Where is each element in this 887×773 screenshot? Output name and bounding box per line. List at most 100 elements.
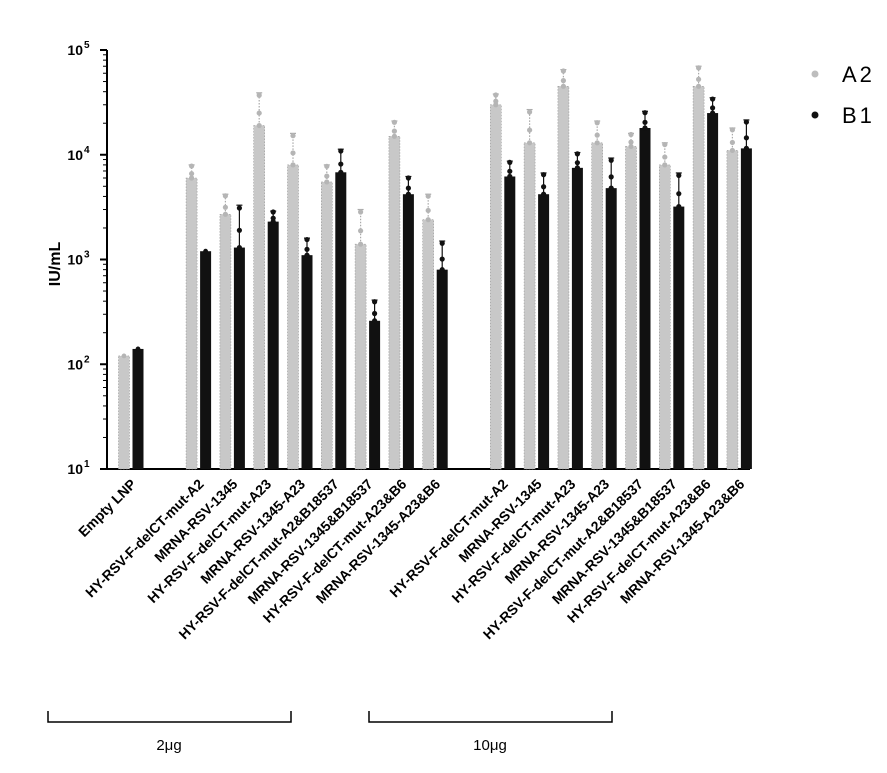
data-point xyxy=(730,148,735,153)
data-point xyxy=(541,184,546,189)
data-point xyxy=(358,228,363,233)
data-point xyxy=(304,247,309,252)
bar-group xyxy=(369,299,380,469)
bar-group xyxy=(538,172,549,469)
bar-a2 xyxy=(254,126,265,469)
bar-a2 xyxy=(659,165,670,469)
data-point xyxy=(223,205,228,210)
data-point xyxy=(527,140,532,145)
bar-group xyxy=(119,354,130,469)
group-bracket-10ug xyxy=(369,711,612,722)
data-point xyxy=(392,129,397,134)
bar-b1 xyxy=(335,172,346,469)
data-point xyxy=(662,162,667,167)
y-tick-label: 10 xyxy=(67,356,83,372)
data-point xyxy=(304,253,309,258)
legend-label-a2: A2 xyxy=(842,62,875,87)
bar-a2 xyxy=(693,86,704,469)
data-point xyxy=(426,208,431,213)
data-point xyxy=(290,162,295,167)
data-point xyxy=(730,140,735,145)
bar-group xyxy=(640,110,651,469)
bar-group xyxy=(437,241,448,469)
data-point xyxy=(237,245,242,250)
data-point xyxy=(696,77,701,82)
bar-b1 xyxy=(606,188,617,469)
data-point xyxy=(541,192,546,197)
data-point xyxy=(507,160,512,165)
data-point xyxy=(257,123,262,128)
dose-group-brackets: 2μg 10μg xyxy=(48,711,612,754)
data-point xyxy=(372,299,377,304)
data-point xyxy=(730,127,735,132)
group-bracket-2ug xyxy=(48,711,291,722)
data-point xyxy=(609,186,614,191)
bar-b1 xyxy=(707,113,718,469)
bar-a2 xyxy=(490,105,501,469)
data-point xyxy=(223,193,228,198)
data-point xyxy=(676,173,681,178)
bar-group xyxy=(335,148,346,469)
data-point xyxy=(595,133,600,138)
bar-group xyxy=(592,120,603,469)
bar-a2 xyxy=(423,220,434,469)
bar-b1 xyxy=(673,207,684,469)
bar-group xyxy=(302,237,313,469)
data-point xyxy=(392,134,397,139)
bar-b1 xyxy=(369,321,380,469)
bar-group xyxy=(727,127,738,469)
bar-a2 xyxy=(220,214,231,469)
bar-b1 xyxy=(741,148,752,469)
bar-group xyxy=(133,347,144,469)
bar-b1 xyxy=(234,248,245,469)
bar-group xyxy=(490,92,501,469)
bar-a2 xyxy=(186,178,197,469)
bar-b1 xyxy=(572,168,583,469)
bar-group xyxy=(288,133,299,469)
data-point xyxy=(358,209,363,214)
legend: A2 B1 xyxy=(812,62,875,128)
data-point xyxy=(271,209,276,214)
data-point xyxy=(122,354,127,359)
data-point xyxy=(595,140,600,145)
data-point xyxy=(136,347,141,352)
bar-group xyxy=(254,93,265,469)
x-tick-labels: Empty LNPHY-RSV-F-delCT-mut-A2MRNA-RSV-1… xyxy=(75,476,748,643)
legend-marker-b1 xyxy=(812,112,819,119)
bars-layer xyxy=(119,65,752,469)
bar-a2 xyxy=(288,165,299,469)
data-point xyxy=(358,242,363,247)
bar-b1 xyxy=(268,222,279,469)
bar-b1 xyxy=(200,251,211,469)
data-point xyxy=(392,120,397,125)
data-point xyxy=(203,249,208,254)
bar-group xyxy=(389,120,400,469)
bar-group xyxy=(626,132,637,469)
bar-group xyxy=(606,158,617,469)
data-point xyxy=(527,109,532,114)
data-point xyxy=(744,119,749,124)
group-label-10ug: 10μg xyxy=(473,737,507,754)
data-point xyxy=(271,219,276,224)
data-point xyxy=(575,160,580,165)
data-point xyxy=(662,142,667,147)
bar-b1 xyxy=(538,194,549,469)
bar-group xyxy=(693,65,704,469)
data-point xyxy=(696,65,701,70)
y-tick-exponent: 2 xyxy=(84,354,90,365)
y-tick-label: 10 xyxy=(67,42,83,58)
data-point xyxy=(609,174,614,179)
data-point xyxy=(189,175,194,180)
data-point xyxy=(710,96,715,101)
data-point xyxy=(304,237,309,242)
data-point xyxy=(338,161,343,166)
data-point xyxy=(324,174,329,179)
data-point xyxy=(662,154,667,159)
x-tick-label: Empty LNP xyxy=(75,476,139,540)
bar-b1 xyxy=(437,270,448,469)
y-tick-exponent: 4 xyxy=(84,145,90,156)
data-point xyxy=(642,125,647,130)
bar-b1 xyxy=(133,349,144,469)
y-tick-exponent: 3 xyxy=(84,250,90,261)
